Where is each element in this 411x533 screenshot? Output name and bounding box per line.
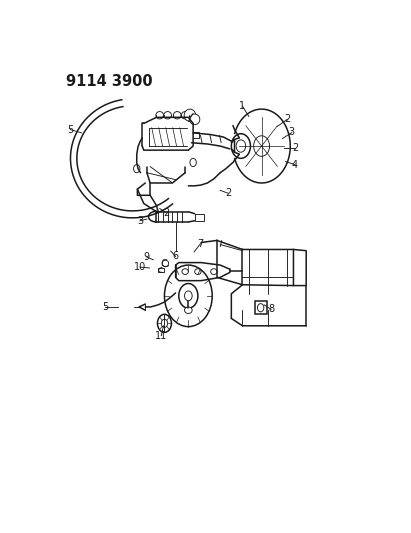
- Ellipse shape: [164, 111, 171, 119]
- Ellipse shape: [231, 134, 250, 158]
- Text: 7: 7: [197, 239, 203, 249]
- Ellipse shape: [164, 265, 212, 327]
- Text: 6: 6: [173, 252, 179, 262]
- Text: 2: 2: [284, 115, 290, 124]
- Text: 4: 4: [292, 159, 298, 169]
- Ellipse shape: [161, 319, 168, 327]
- Ellipse shape: [254, 136, 270, 156]
- Ellipse shape: [184, 109, 196, 122]
- Ellipse shape: [179, 284, 198, 308]
- Bar: [254, 301, 267, 314]
- Ellipse shape: [189, 114, 200, 125]
- Ellipse shape: [185, 291, 192, 301]
- Ellipse shape: [236, 140, 246, 152]
- Ellipse shape: [181, 111, 189, 119]
- Bar: [158, 268, 164, 272]
- Text: 9: 9: [143, 252, 149, 262]
- Text: 3: 3: [289, 127, 295, 138]
- Bar: [195, 214, 204, 221]
- Ellipse shape: [156, 111, 164, 119]
- Text: 10: 10: [134, 262, 146, 272]
- Text: 1: 1: [240, 101, 245, 111]
- Ellipse shape: [162, 260, 169, 266]
- Text: 8: 8: [268, 304, 274, 314]
- Text: 5: 5: [67, 125, 74, 135]
- Text: 2: 2: [292, 143, 298, 153]
- Ellipse shape: [134, 165, 140, 173]
- Text: 3: 3: [137, 216, 143, 226]
- Text: 11: 11: [155, 330, 167, 341]
- Ellipse shape: [190, 158, 196, 166]
- Text: 9114 3900: 9114 3900: [66, 74, 152, 89]
- Text: 5: 5: [102, 302, 108, 312]
- Ellipse shape: [257, 304, 264, 312]
- Ellipse shape: [210, 269, 217, 274]
- Ellipse shape: [157, 314, 171, 333]
- Ellipse shape: [185, 307, 192, 313]
- Text: 2: 2: [163, 207, 169, 217]
- Ellipse shape: [173, 111, 181, 119]
- Ellipse shape: [182, 269, 188, 274]
- Ellipse shape: [195, 269, 201, 274]
- Text: 2: 2: [225, 188, 231, 198]
